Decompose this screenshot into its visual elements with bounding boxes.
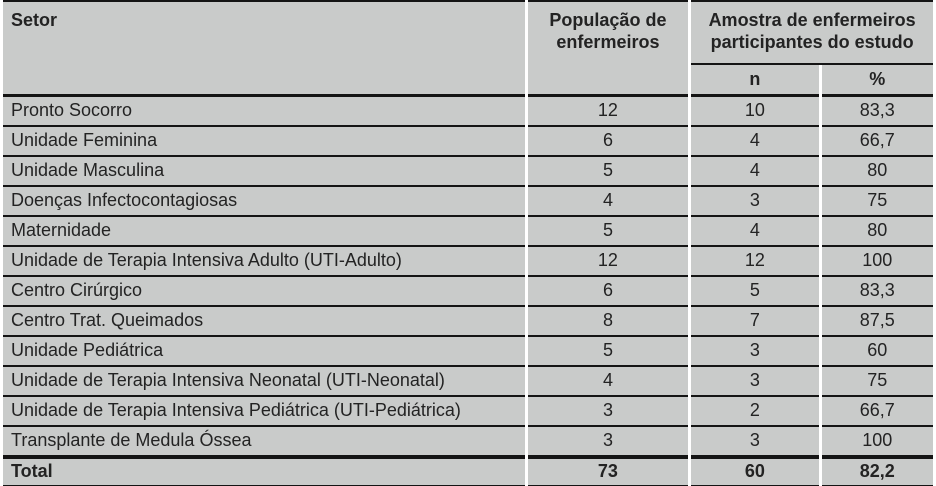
cell-setor: Centro Cirúrgico xyxy=(3,277,525,307)
table-row: Centro Trat. Queimados 8 7 87,5 xyxy=(3,307,933,337)
cell-setor: Unidade Pediátrica xyxy=(3,337,525,367)
cell-populacao: 5 xyxy=(527,337,689,367)
cell-pct: 83,3 xyxy=(821,97,933,127)
cell-n: 3 xyxy=(691,427,819,457)
cell-setor: Unidade de Terapia Intensiva Adulto (UTI… xyxy=(3,247,525,277)
cell-setor: Maternidade xyxy=(3,217,525,247)
cell-populacao: 12 xyxy=(527,97,689,127)
column-header-populacao-line1: População de xyxy=(549,10,667,30)
cell-populacao: 4 xyxy=(527,187,689,217)
cell-total-n: 60 xyxy=(691,457,819,486)
table-row: Unidade de Terapia Intensiva Neonatal (U… xyxy=(3,367,933,397)
cell-total-pct: 82,2 xyxy=(821,457,933,486)
table-row: Unidade Masculina 5 4 80 xyxy=(3,157,933,187)
cell-setor: Unidade de Terapia Intensiva Neonatal (U… xyxy=(3,367,525,397)
cell-total-populacao: 73 xyxy=(527,457,689,486)
table-row: Unidade Pediátrica 5 3 60 xyxy=(3,337,933,367)
cell-setor: Transplante de Medula Óssea xyxy=(3,427,525,457)
cell-pct: 100 xyxy=(821,247,933,277)
cell-populacao: 5 xyxy=(527,157,689,187)
cell-n: 3 xyxy=(691,187,819,217)
cell-setor: Unidade de Terapia Intensiva Pediátrica … xyxy=(3,397,525,427)
cell-pct: 80 xyxy=(821,217,933,247)
cell-n: 10 xyxy=(691,97,819,127)
cell-pct: 75 xyxy=(821,187,933,217)
table-row: Transplante de Medula Óssea 3 3 100 xyxy=(3,427,933,457)
table-row: Centro Cirúrgico 6 5 83,3 xyxy=(3,277,933,307)
cell-populacao: 3 xyxy=(527,397,689,427)
cell-n: 3 xyxy=(691,367,819,397)
cell-populacao: 12 xyxy=(527,247,689,277)
cell-n: 4 xyxy=(691,127,819,157)
cell-pct: 66,7 xyxy=(821,127,933,157)
column-group-header-amostra: Amostra de enfermeiros participantes do … xyxy=(691,0,933,66)
table-row: Pronto Socorro 12 10 83,3 xyxy=(3,97,933,127)
column-header-pct: % xyxy=(821,65,933,97)
cell-setor: Centro Trat. Queimados xyxy=(3,307,525,337)
cell-n: 7 xyxy=(691,307,819,337)
table-row: Unidade Feminina 6 4 66,7 xyxy=(3,127,933,157)
cell-pct: 66,7 xyxy=(821,397,933,427)
cell-pct: 60 xyxy=(821,337,933,367)
cell-pct: 87,5 xyxy=(821,307,933,337)
cell-n: 3 xyxy=(691,337,819,367)
table-row-total: Total 73 60 82,2 xyxy=(3,457,933,486)
column-header-populacao-line2: enfermeiros xyxy=(556,31,660,52)
cell-n: 12 xyxy=(691,247,819,277)
column-header-populacao: População de enfermeiros xyxy=(527,0,689,97)
cell-setor: Doenças Infectocontagiosas xyxy=(3,187,525,217)
cell-total-label: Total xyxy=(3,457,525,486)
cell-setor: Unidade Feminina xyxy=(3,127,525,157)
table-row: Unidade de Terapia Intensiva Adulto (UTI… xyxy=(3,247,933,277)
table-row: Maternidade 5 4 80 xyxy=(3,217,933,247)
table-header: Setor População de enfermeiros Amostra d… xyxy=(3,0,933,97)
cell-populacao: 6 xyxy=(527,127,689,157)
cell-pct: 83,3 xyxy=(821,277,933,307)
cell-n: 4 xyxy=(691,217,819,247)
cell-n: 4 xyxy=(691,157,819,187)
table-row: Unidade de Terapia Intensiva Pediátrica … xyxy=(3,397,933,427)
cell-pct: 80 xyxy=(821,157,933,187)
cell-populacao: 6 xyxy=(527,277,689,307)
cell-n: 5 xyxy=(691,277,819,307)
cell-populacao: 4 xyxy=(527,367,689,397)
column-group-header-amostra-line2: participantes do estudo xyxy=(710,31,914,52)
cell-n: 2 xyxy=(691,397,819,427)
column-header-n: n xyxy=(691,65,819,97)
cell-pct: 75 xyxy=(821,367,933,397)
table-row: Doenças Infectocontagiosas 4 3 75 xyxy=(3,187,933,217)
cell-populacao: 5 xyxy=(527,217,689,247)
cell-setor: Pronto Socorro xyxy=(3,97,525,127)
table-body: Pronto Socorro 12 10 83,3 Unidade Femini… xyxy=(3,97,933,486)
column-header-setor: Setor xyxy=(3,0,525,97)
cell-setor: Unidade Masculina xyxy=(3,157,525,187)
cell-populacao: 3 xyxy=(527,427,689,457)
column-group-header-amostra-line1: Amostra de enfermeiros xyxy=(708,10,916,30)
cell-pct: 100 xyxy=(821,427,933,457)
cell-populacao: 8 xyxy=(527,307,689,337)
